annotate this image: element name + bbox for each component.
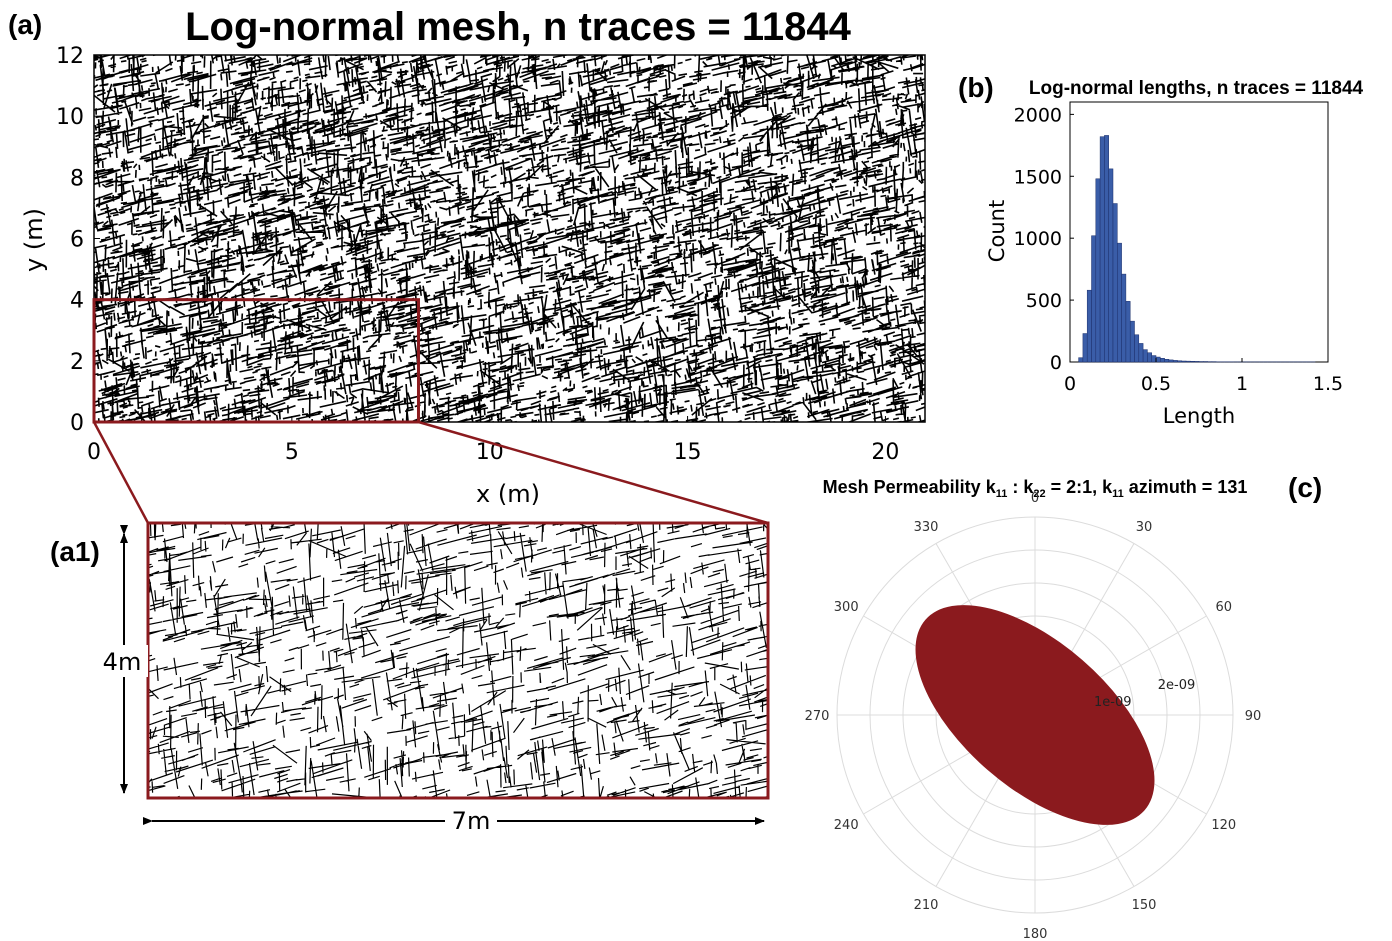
y-tick-label: 0 [70, 411, 84, 436]
y-tick-label: 10 [56, 105, 84, 130]
histogram-bar [1086, 289, 1092, 363]
x-tick-label: 15 [674, 440, 702, 465]
polar-angle-label: 180 [1023, 927, 1048, 941]
panel-b-title: Log-normal lengths, n traces = 11844 [1029, 78, 1364, 99]
panel-a1: (a1) 4m 7m [50, 521, 770, 836]
zoom-mesh-traces [148, 523, 768, 798]
polar-radius-label: 2e-09 [1158, 678, 1196, 693]
zoom-connector-right [418, 420, 769, 525]
histogram-bar [1194, 361, 1200, 363]
histogram-bar [1185, 360, 1191, 363]
histogram-bar [1155, 356, 1161, 363]
trace-set [148, 523, 768, 798]
histogram-bar [1160, 358, 1165, 363]
polar-angle-label: 300 [834, 600, 859, 615]
y-tick-label: 8 [70, 166, 84, 191]
y-tick-label: 1000 [1014, 228, 1062, 250]
histogram-bar [1190, 361, 1195, 363]
histogram-bar [1091, 235, 1097, 363]
panel-a: (a) Log-normal mesh, n traces = 11844 0 5… [8, 5, 926, 508]
polar-angle-label: 60 [1216, 600, 1233, 615]
histogram-bar [1142, 349, 1148, 363]
x-tick-label: 5 [285, 440, 299, 465]
histogram-bar [1099, 136, 1105, 363]
y-tick-label: 500 [1026, 290, 1062, 312]
histogram-bar [1181, 360, 1187, 363]
x-tick-label: 0.5 [1141, 373, 1171, 395]
x-tick-label: 0 [87, 440, 101, 465]
mesh-traces [94, 55, 925, 422]
histogram-bar [1117, 242, 1122, 363]
y-tick-label: 1500 [1014, 166, 1062, 188]
histogram-bar [1134, 334, 1140, 363]
zoom-connector-left [92, 421, 150, 524]
polar-angle-label: 270 [805, 709, 830, 724]
histogram-bar [1112, 203, 1118, 363]
polar-angle-label: 210 [914, 898, 939, 913]
polar-angle-label: 150 [1132, 898, 1157, 913]
panel-b: (b) Log-normal lengths, n traces = 11844… [958, 72, 1364, 428]
histogram-bar [1177, 360, 1183, 363]
panel-c: Mesh Permeability k11 : k22 = 2:1, k11 a… [805, 472, 1323, 941]
panel-c-title: Mesh Permeability k11 : k22 = 2:1, k11 a… [823, 477, 1248, 500]
panel-label-b: (b) [958, 72, 994, 103]
panel-a-ylabel: y (m) [20, 208, 48, 272]
height-label: 4m [103, 648, 142, 676]
panel-a-xlabel: x (m) [476, 480, 540, 508]
polar-angle-label: 30 [1136, 520, 1153, 535]
panel-label-c: (c) [1288, 472, 1322, 503]
y-tick-label: 0 [1050, 352, 1062, 374]
x-tick-label: 0 [1064, 373, 1076, 395]
zoom-region-box [92, 298, 420, 424]
histogram-bar [1082, 333, 1088, 363]
histogram-bar [1129, 320, 1135, 363]
polar-angle-label: 240 [834, 818, 859, 833]
histogram-bar [1151, 355, 1157, 363]
polar-plot: 0 30 60 90 120 150 180 210 240 270 300 330 1e-09 2e-0… [805, 491, 1262, 941]
x-tick-label: 1.5 [1313, 373, 1343, 395]
panel-b-ylabel: Count [985, 200, 1009, 262]
y-tick-label: 4 [70, 289, 84, 314]
histogram-bars [1078, 135, 1316, 363]
histogram-bar [1164, 359, 1170, 363]
panel-label-a1: (a1) [50, 536, 100, 567]
width-label: 7m [452, 807, 491, 835]
trace-set [94, 55, 925, 422]
polar-angle-label: 0 [1031, 491, 1039, 506]
histogram-bar [1095, 178, 1101, 363]
height-label-bg [100, 645, 148, 677]
width-label-bg [445, 806, 497, 836]
histogram-bar [1138, 343, 1144, 363]
histogram-bar [1078, 357, 1084, 363]
y-tick-label: 12 [56, 44, 84, 69]
histogram-bar [1121, 273, 1127, 363]
histogram-bar [1108, 168, 1114, 363]
y-tick-label: 2 [70, 350, 84, 375]
panel-b-ticks: 0 0.5 1 1.5 0 500 1000 1500 2000 [1014, 104, 1343, 395]
x-tick-label: 1 [1236, 373, 1248, 395]
histogram-bar [1147, 352, 1152, 363]
polar-angle-label: 330 [914, 520, 939, 535]
histogram-bar [1104, 135, 1109, 363]
x-tick-label: 20 [871, 440, 899, 465]
polar-angle-label: 90 [1245, 709, 1262, 724]
histogram-bar [1168, 359, 1174, 363]
y-tick-label: 2000 [1014, 104, 1062, 126]
panel-a-title: Log-normal mesh, n traces = 11844 [185, 5, 852, 49]
histogram-bar [1172, 360, 1178, 363]
panel-b-xlabel: Length [1163, 404, 1235, 428]
polar-angle-label: 120 [1211, 818, 1236, 833]
histogram-bar [1125, 301, 1131, 363]
y-tick-label: 6 [70, 228, 84, 253]
panel-label-a: (a) [8, 9, 42, 40]
polar-radius-label: 1e-09 [1094, 695, 1132, 710]
permeability-ellipse [915, 605, 1155, 825]
